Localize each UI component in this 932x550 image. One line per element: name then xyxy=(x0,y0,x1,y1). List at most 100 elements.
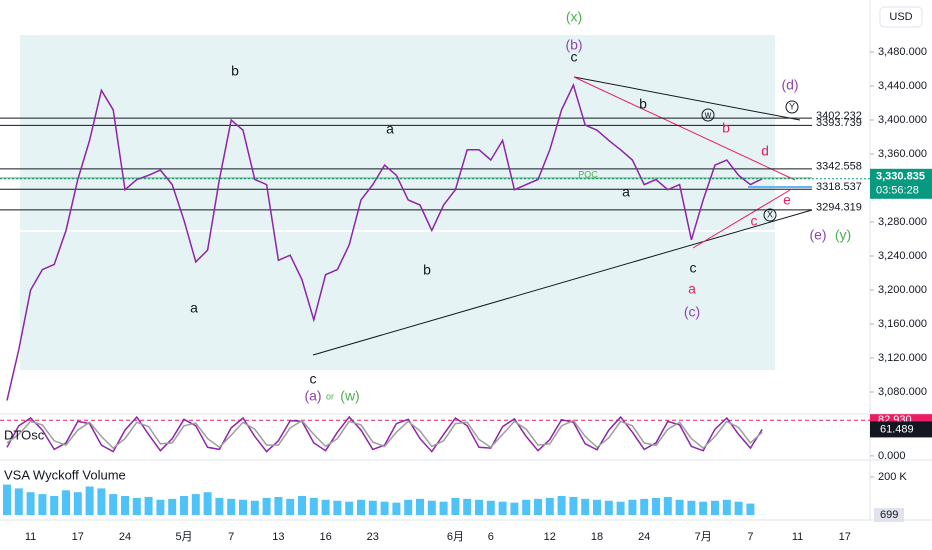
volume-bar xyxy=(581,498,590,515)
volume-bar xyxy=(38,494,47,515)
last-price-label: 3,330.835 xyxy=(876,171,925,183)
y-tick-label: 3,200.000 xyxy=(878,284,927,296)
y-tick-label: 3,240.000 xyxy=(878,250,927,262)
wave-label: d xyxy=(761,143,769,159)
x-tick-label: 11 xyxy=(792,531,803,543)
x-tick-label: 24 xyxy=(638,531,650,543)
last-price-tag xyxy=(870,168,932,199)
circle-mark xyxy=(785,100,799,114)
wave-label: b xyxy=(639,96,647,112)
x-tick-label: 17 xyxy=(72,531,84,543)
volume-bar xyxy=(121,496,129,515)
value-tag xyxy=(874,508,904,522)
volume-bar xyxy=(109,494,118,515)
level-label: 3393.739 xyxy=(816,117,862,129)
y-tick-label: 0.000 xyxy=(878,450,906,462)
level-label: 3318.537 xyxy=(816,181,862,193)
volume-bar xyxy=(180,496,188,515)
x-tick-label: 7月 xyxy=(695,531,712,543)
volume-bar xyxy=(510,502,519,515)
wave-label: (b) xyxy=(565,37,582,53)
volume-bar xyxy=(14,488,23,515)
volume-bar xyxy=(652,497,660,515)
volume-bar xyxy=(711,500,719,515)
volume-bar xyxy=(97,488,106,515)
volume-bar xyxy=(604,500,613,515)
volume-bar xyxy=(191,494,200,515)
volume-bar xyxy=(569,496,578,515)
wave-label: (w) xyxy=(340,388,359,404)
x-tick-label: 17 xyxy=(839,531,851,543)
x-tick-label: 7 xyxy=(747,531,753,543)
wave-label: a xyxy=(386,121,394,137)
volume-bar xyxy=(722,499,731,515)
volume-bar xyxy=(144,496,153,515)
volume-bar xyxy=(675,499,684,515)
volume-bar xyxy=(132,497,141,515)
wave-label: c xyxy=(571,49,578,65)
trend-line xyxy=(692,189,791,249)
trend-line xyxy=(573,76,796,181)
wave-label: c xyxy=(690,260,697,276)
volume-bar xyxy=(26,492,35,515)
y-tick-label: 3,120.000 xyxy=(878,352,927,364)
wave-label: (d) xyxy=(781,77,798,93)
wave-label: e xyxy=(783,192,791,208)
volume-bar xyxy=(357,499,365,515)
volume-bar xyxy=(663,496,672,515)
volume-bar xyxy=(545,497,554,515)
volume-bar xyxy=(215,497,224,515)
volume-bar xyxy=(522,499,531,515)
circle-mark xyxy=(701,108,715,122)
x-tick-label: 18 xyxy=(591,531,603,543)
volume-bar xyxy=(534,498,542,515)
value-tag-label: 699 xyxy=(880,509,898,521)
volume-bar xyxy=(416,498,424,515)
indicator-name: VSA Wyckoff Volume xyxy=(4,467,126,482)
volume-bar xyxy=(746,503,755,515)
x-tick-label: 12 xyxy=(544,531,556,543)
trend-line xyxy=(573,76,801,121)
wave-label: a xyxy=(688,281,696,297)
x-tick-label: 5月 xyxy=(175,531,192,543)
indicator-name: DTOsc xyxy=(4,427,45,442)
currency[interactable]: USD xyxy=(889,11,912,23)
level-label: 3294.319 xyxy=(816,202,862,214)
x-tick-label: 23 xyxy=(367,531,379,543)
volume-bar xyxy=(250,500,259,515)
wave-label: X xyxy=(767,209,773,219)
y-tick-label: 3,080.000 xyxy=(878,386,927,398)
x-tick-label: 24 xyxy=(119,531,131,543)
volume-bar xyxy=(156,499,165,515)
wave-label: a xyxy=(190,300,198,316)
wave-label: a xyxy=(622,184,630,200)
volume-bar xyxy=(262,497,271,515)
wave-label: Y xyxy=(789,101,795,111)
y-tick-label: 3,480.000 xyxy=(878,46,927,58)
volume-bar xyxy=(85,486,94,515)
volume-bar xyxy=(628,499,637,515)
wave-label: b xyxy=(722,120,730,136)
level-label: 3402.232 xyxy=(816,110,862,122)
wave-label: (e) xyxy=(809,227,826,243)
wave-label: (c) xyxy=(684,304,700,320)
volume-bar xyxy=(463,498,472,515)
value-tag-label: 61.489 xyxy=(880,423,914,435)
value-tag xyxy=(870,421,932,438)
currency-button[interactable] xyxy=(879,6,923,28)
wave-label: POC xyxy=(578,169,598,179)
wave-label: c xyxy=(310,371,317,387)
wave-label: or xyxy=(326,391,334,401)
y-tick-label: 3,400.000 xyxy=(878,114,927,126)
volume-bar xyxy=(451,497,460,515)
volume-bar xyxy=(3,484,11,515)
wave-label: (x) xyxy=(566,9,582,25)
x-tick-label: 13 xyxy=(272,531,284,543)
x-tick-label: 16 xyxy=(319,531,331,543)
volume-bar xyxy=(168,498,177,515)
x-tick-label: 7 xyxy=(228,531,234,543)
y-tick-label: 3,440.000 xyxy=(878,80,927,92)
wave-label: w xyxy=(704,109,712,119)
volume-bar xyxy=(439,501,448,515)
volume-bar xyxy=(333,500,342,515)
